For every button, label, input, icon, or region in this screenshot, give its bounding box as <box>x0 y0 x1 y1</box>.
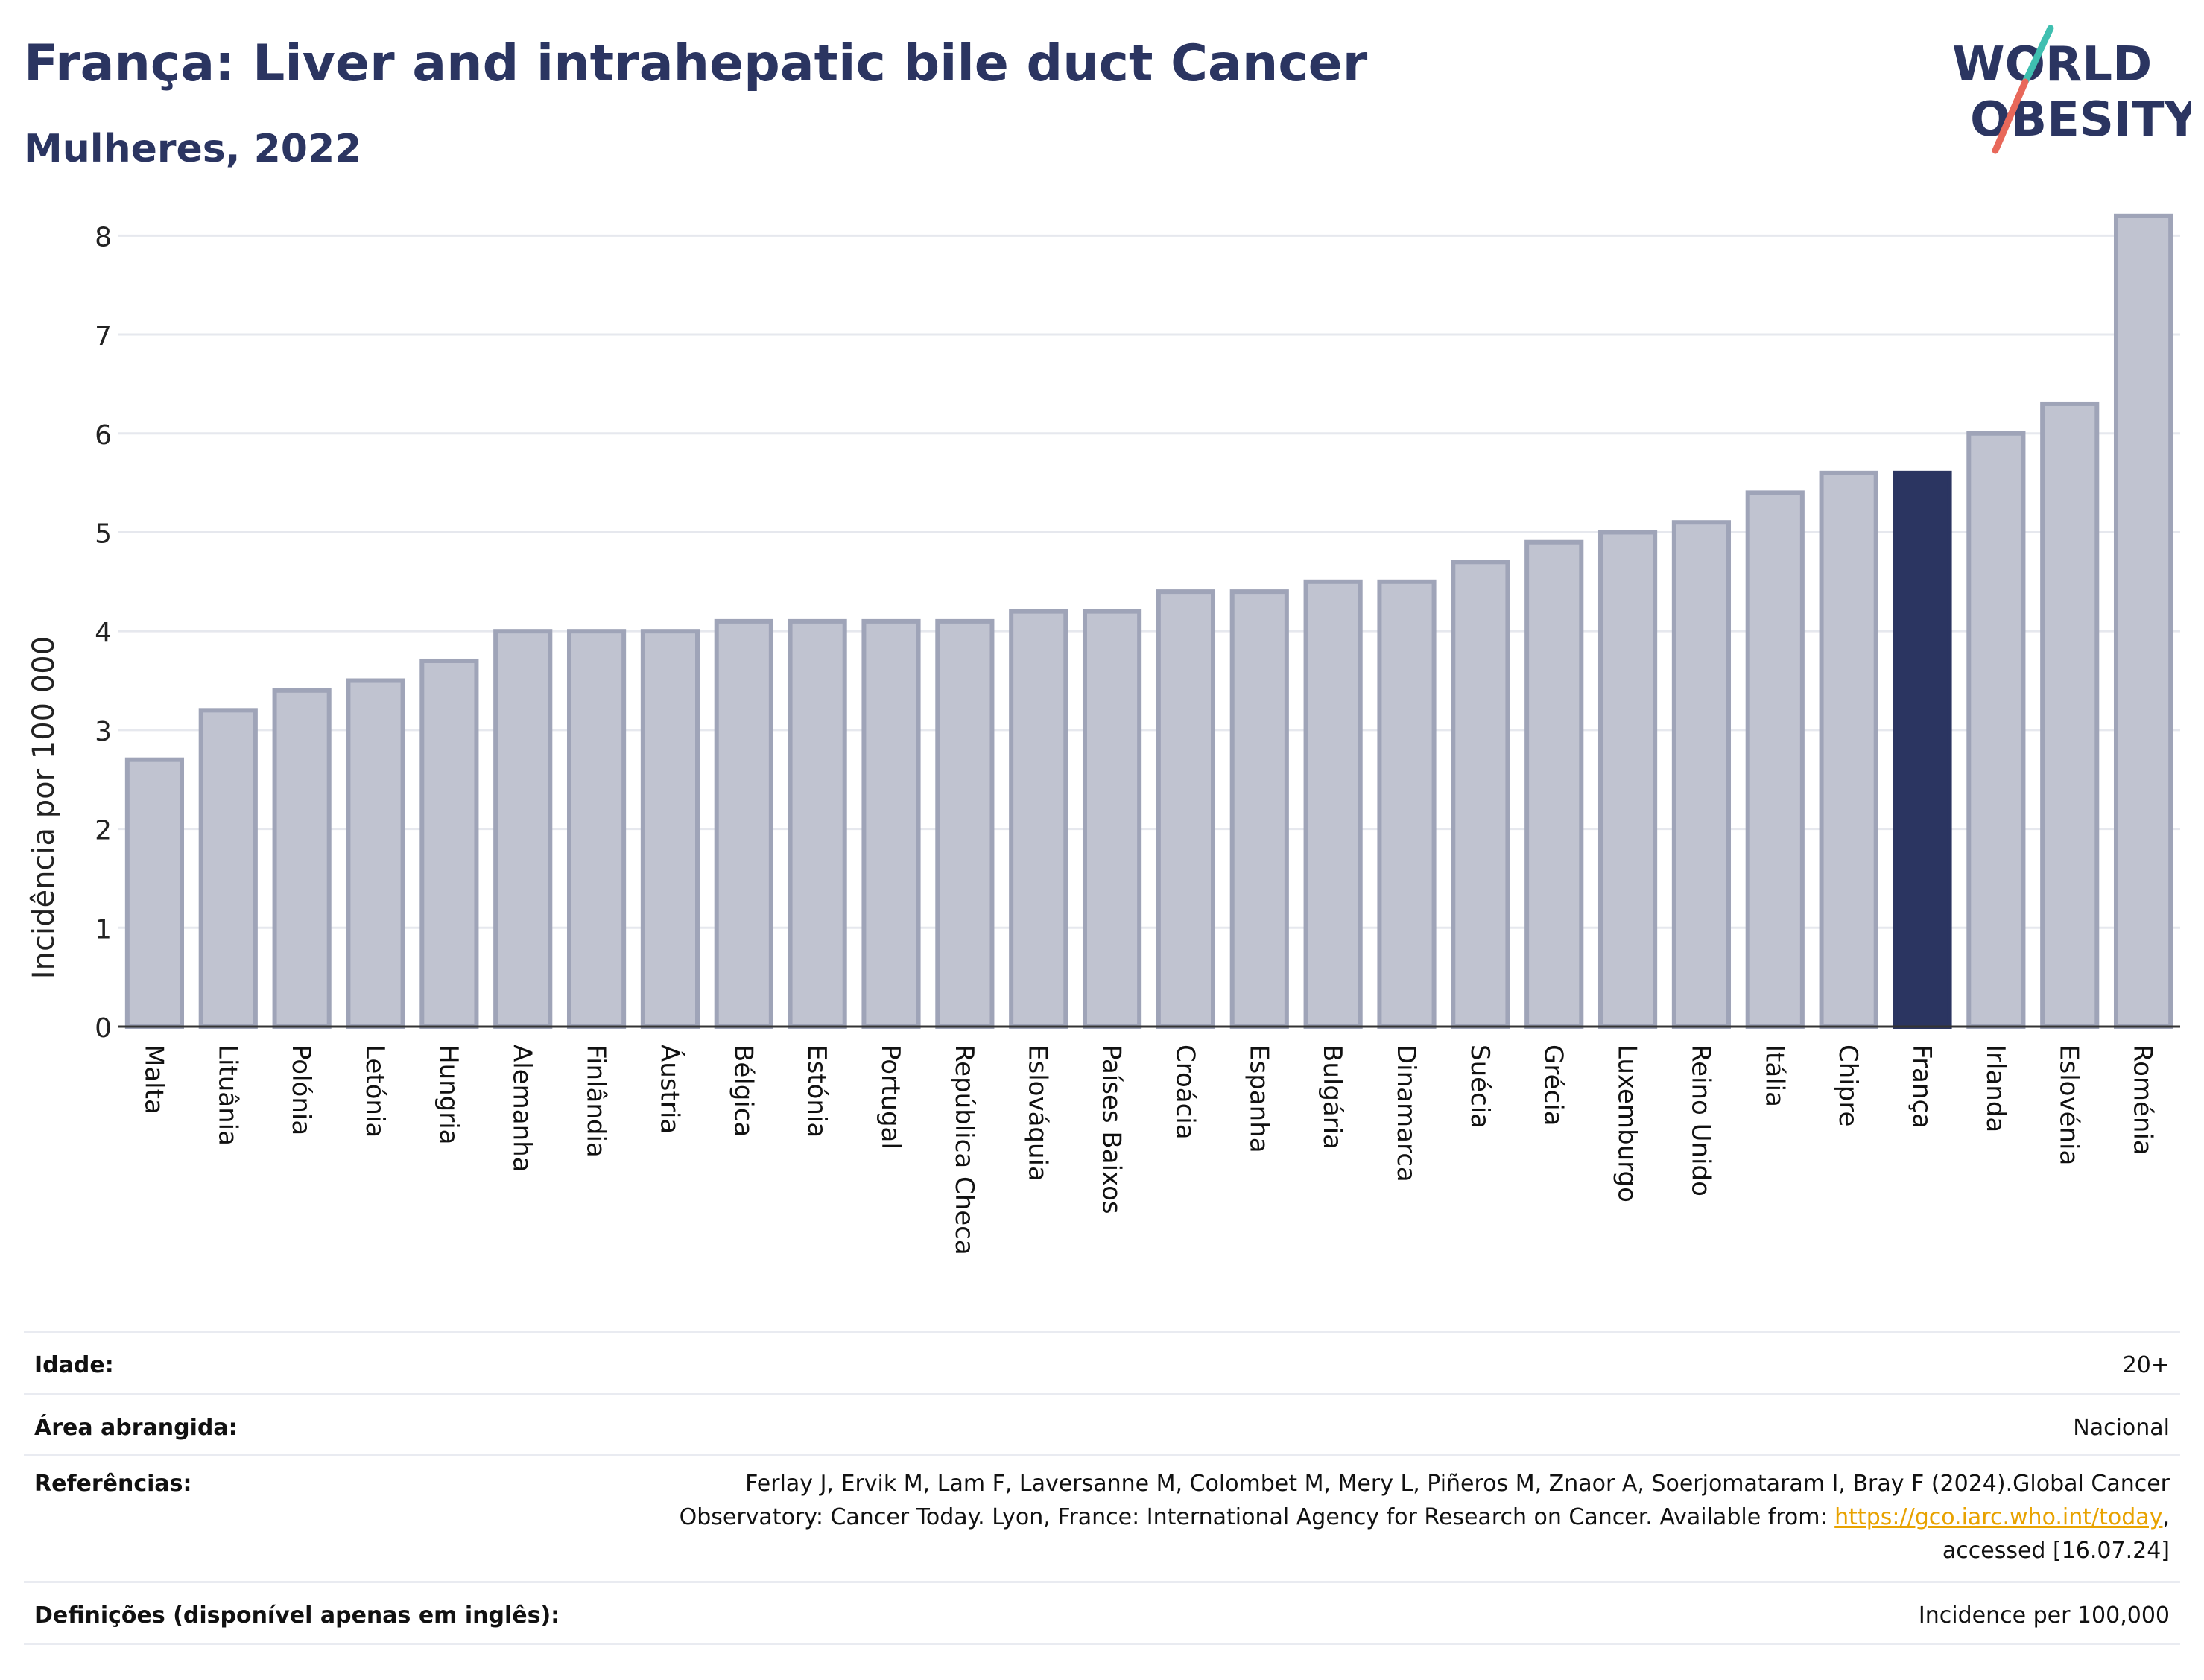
bar-hungria <box>419 658 479 1029</box>
y-tick-label: 0 <box>95 1013 112 1044</box>
x-tick-label: Malta <box>139 1045 168 1115</box>
bar-chart: 0 1 2 3 4 5 6 7 8 Malta Lituânia Polónia Letónia Hun… <box>27 213 2180 1255</box>
bar-portugal <box>861 618 921 1029</box>
references-value: Ferlay J, Ervik M, Lam F, Laversanne M, … <box>680 1467 2170 1568</box>
x-tick-label: Suécia <box>1465 1045 1495 1129</box>
x-tick-label: Hungria <box>434 1045 463 1145</box>
bar-malta <box>124 757 185 1029</box>
info-row-references: Referências: Ferlay J, Ervik M, Lam F, L… <box>24 1454 2180 1581</box>
y-axis-label: Incidência por 100 000 <box>27 636 61 979</box>
bar-roménia <box>2113 213 2173 1029</box>
bar-bélgica <box>714 618 773 1029</box>
references-line-1: Ferlay J, Ervik M, Lam F, Laversanne M, … <box>745 1471 2170 1497</box>
x-tick-label: Eslovénia <box>2054 1045 2084 1165</box>
bar-alemanha <box>493 629 553 1029</box>
bar-eslováquia <box>1009 609 1068 1029</box>
info-row-definitions: Definições (disponível apenas em inglês)… <box>24 1581 2180 1645</box>
bar-países-baixos <box>1082 609 1142 1029</box>
bars <box>124 213 2173 1030</box>
bar-espanha <box>1229 589 1289 1029</box>
chart-subtitle: Mulheres, 2022 <box>24 127 362 171</box>
x-tick-label: Áustria <box>654 1045 685 1134</box>
bar-suécia <box>1451 560 1510 1029</box>
x-tick-label: Polónia <box>286 1045 316 1135</box>
x-tick-label: República Checa <box>949 1045 979 1255</box>
x-tick-label: Roménia <box>2128 1045 2158 1156</box>
bar-luxemburgo <box>1597 530 1658 1029</box>
references-line-3: accessed [16.07.24] <box>1942 1538 2170 1564</box>
area-label: Área abrangida: <box>34 1415 238 1441</box>
bar-irlanda <box>1966 431 2026 1029</box>
y-tick-label: 1 <box>95 914 112 945</box>
x-tick-label: Bélgica <box>728 1045 758 1137</box>
x-tick-label: Finlândia <box>581 1045 611 1158</box>
y-tick-label: 8 <box>95 222 112 253</box>
bar-dinamarca <box>1377 579 1437 1029</box>
bar-áustria <box>640 629 700 1029</box>
chart-title: França: Liver and intrahepatic bile duct… <box>24 34 1368 93</box>
y-tick-label: 2 <box>95 816 112 846</box>
x-tick-label: Espanha <box>1244 1045 1273 1153</box>
age-label: Idade: <box>34 1352 114 1378</box>
x-tick-label: Reino Unido <box>1685 1045 1715 1196</box>
bar-frança <box>1893 470 1952 1029</box>
x-tick-label: Irlanda <box>1980 1045 2010 1132</box>
age-value: 20+ <box>2122 1352 2170 1378</box>
y-tick-label: 6 <box>95 420 112 451</box>
x-tick-label: Bulgária <box>1317 1045 1347 1150</box>
bar-letónia <box>346 678 405 1029</box>
logo-slash-red <box>1992 78 2029 154</box>
world-obesity-logo: WORLD OBESITY <box>1952 25 2191 154</box>
x-tick-label: Chipre <box>1833 1045 1863 1126</box>
bar-eslovénia <box>2040 401 2100 1029</box>
x-tick-label: Letónia <box>360 1045 390 1138</box>
references-link[interactable]: https://gco.iarc.who.int/today <box>1834 1504 2163 1530</box>
references-label: Referências: <box>34 1471 192 1497</box>
bar-lituânia <box>198 708 258 1029</box>
x-tick-label: Países Baixos <box>1097 1045 1127 1214</box>
x-tick-label: Alemanha <box>507 1045 537 1173</box>
logo-slash-teal <box>2021 25 2054 86</box>
bar-finlândia <box>566 629 627 1029</box>
bar-bulgária <box>1303 579 1363 1029</box>
x-tick-label: Estónia <box>802 1045 832 1138</box>
x-tick-label: Portugal <box>875 1045 905 1150</box>
x-tick-label: Lituânia <box>212 1045 242 1146</box>
info-table: Idade: 20+ Área abrangida: Nacional Refe… <box>24 1331 2180 1645</box>
x-tick-label: Eslováquia <box>1023 1045 1053 1182</box>
x-tick-label: Croácia <box>1170 1045 1200 1140</box>
x-tick-label: Itália <box>1759 1045 1789 1107</box>
logo-line1: WORLD <box>1952 37 2152 92</box>
x-axis-ticks: Malta Lituânia Polónia Letónia Hungria Aleman… <box>139 1045 2157 1255</box>
bar-itália <box>1745 490 1805 1029</box>
bar-grécia <box>1524 539 1584 1030</box>
x-tick-label: Luxemburgo <box>1612 1045 1642 1202</box>
bar-república-checa <box>935 618 995 1029</box>
info-row-age: Idade: 20+ <box>24 1331 2180 1393</box>
area-value: Nacional <box>2073 1415 2170 1441</box>
bar-chipre <box>1819 470 1878 1029</box>
bar-estónia <box>788 618 847 1029</box>
bar-polónia <box>272 688 332 1029</box>
x-tick-label: Dinamarca <box>1391 1045 1421 1182</box>
x-tick-label: Grécia <box>1539 1045 1568 1126</box>
info-row-area: Área abrangida: Nacional <box>24 1393 2180 1454</box>
definitions-value: Incidence per 100,000 <box>1918 1603 2170 1629</box>
references-line-2-end: , <box>2162 1504 2170 1530</box>
y-tick-label: 3 <box>95 717 112 747</box>
references-line-2: Observatory: Cancer Today. Lyon, France:… <box>679 1504 1835 1530</box>
y-tick-label: 5 <box>95 519 112 549</box>
bar-reino-unido <box>1671 520 1732 1029</box>
y-axis-ticks: 0 1 2 3 4 5 6 7 8 <box>95 222 112 1044</box>
definitions-label: Definições (disponível apenas em inglês)… <box>34 1603 560 1629</box>
y-tick-label: 4 <box>95 618 112 648</box>
x-tick-label: França <box>1907 1045 1937 1129</box>
bar-croácia <box>1156 589 1216 1029</box>
y-tick-label: 7 <box>95 321 112 352</box>
